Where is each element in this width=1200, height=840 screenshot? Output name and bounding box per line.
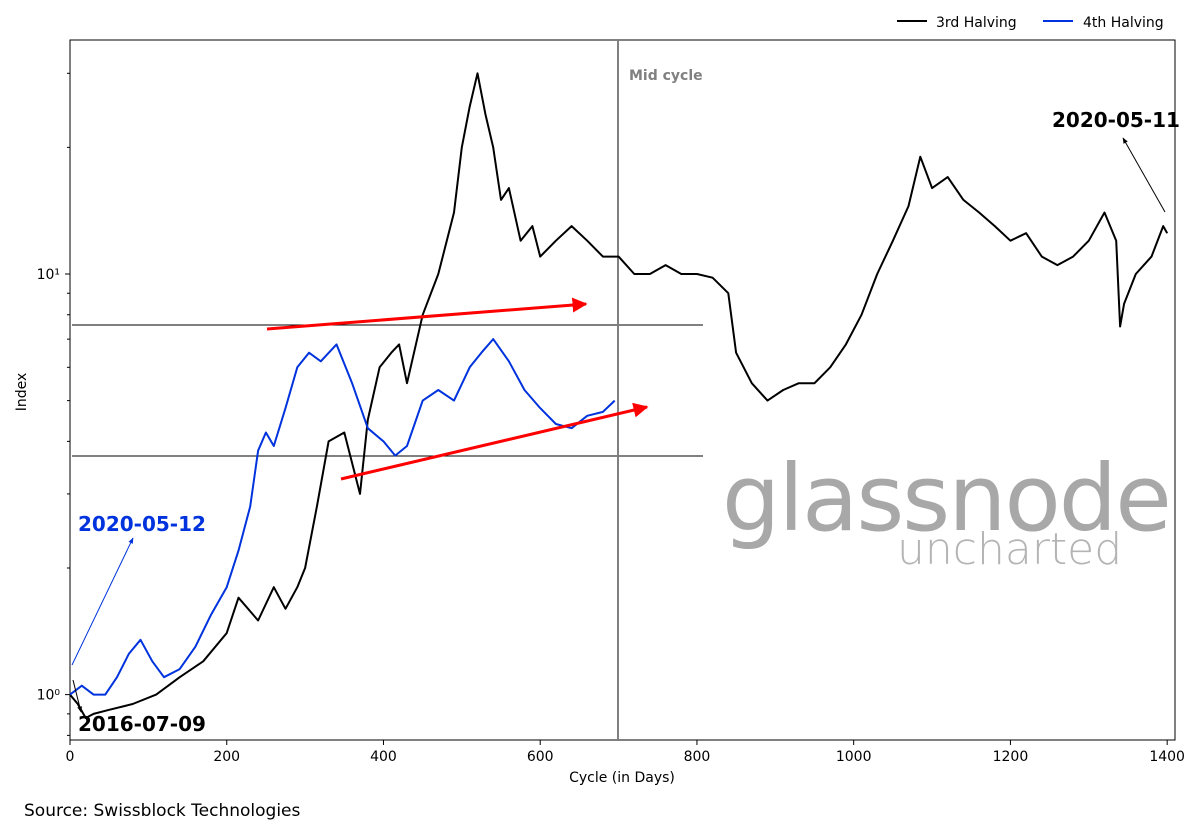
x-tick-label: 600 [527, 749, 554, 765]
source-text: Source: Swissblock Technologies [24, 801, 301, 821]
x-tick-label: 1400 [1149, 749, 1185, 765]
y-axis: 10⁰ 10¹ [37, 72, 70, 736]
start-2016-arrow [72, 679, 83, 713]
series-line-4th-halving [69, 338, 616, 696]
x-tick-label: 800 [684, 749, 711, 765]
annotation-2020-05-12: 2020-05-12 [78, 512, 206, 536]
x-axis-title: Cycle (in Days) [569, 770, 675, 786]
annotation-2020-05-11: 2020-05-11 [1052, 108, 1180, 132]
x-tick-label: 200 [213, 749, 240, 765]
watermark-main: glassnode [722, 445, 1170, 552]
watermark-sub: uncharted [897, 524, 1122, 575]
y-tick-label: 10¹ [37, 267, 60, 283]
x-axis: 0 200 400 600 800 1000 1200 1400 [66, 740, 1185, 765]
mid-cycle-label: Mid cycle [629, 68, 703, 84]
y-axis-title: Index [14, 373, 30, 412]
plot-area [69, 39, 1176, 741]
x-tick-label: 0 [66, 749, 75, 765]
legend: 3rd Halving 4th Halving [897, 15, 1164, 31]
series-line-3rd-halving [69, 72, 1169, 719]
start-2020-arrow [71, 537, 134, 666]
upper-trend-arrow [266, 297, 588, 331]
x-tick-label: 1200 [993, 749, 1029, 765]
watermark: glassnode uncharted [722, 445, 1172, 575]
end-2020-arrow [1122, 137, 1166, 213]
x-tick-label: 1000 [836, 749, 872, 765]
legend-label-4th: 4th Halving [1083, 15, 1164, 31]
series-layer [69, 72, 1169, 719]
annotation-2016-07-09: 2016-07-09 [78, 712, 206, 736]
legend-label-3rd: 3rd Halving [936, 15, 1017, 31]
x-tick-label: 400 [370, 749, 397, 765]
y-tick-label: 10⁰ [37, 688, 61, 704]
lower-trend-arrow [340, 402, 649, 481]
